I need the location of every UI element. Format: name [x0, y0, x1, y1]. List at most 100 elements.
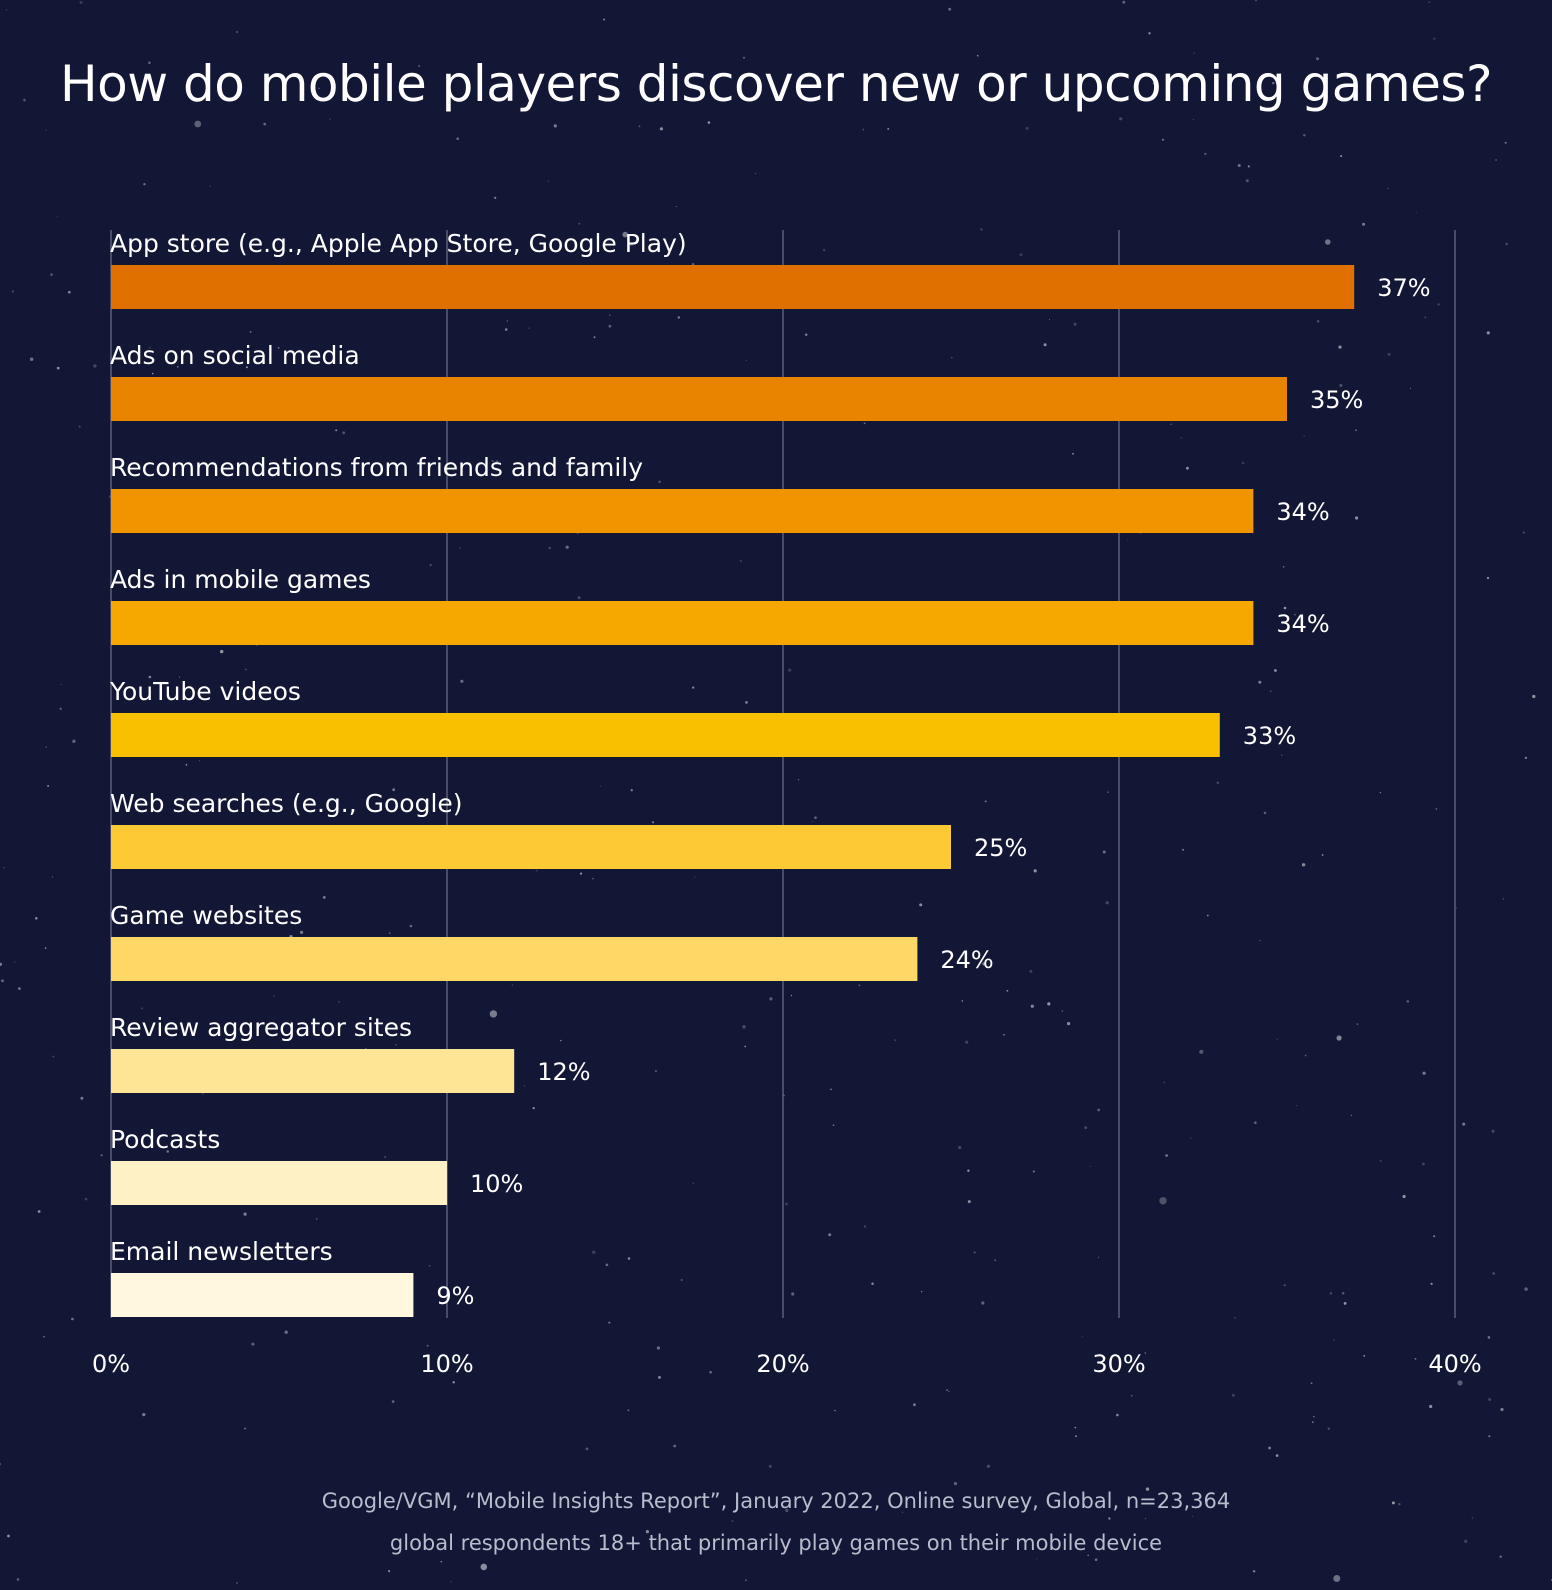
star	[179, 676, 181, 678]
star	[1206, 914, 1209, 917]
star	[273, 995, 275, 997]
star	[409, 924, 413, 928]
star	[1379, 791, 1382, 794]
star	[593, 336, 596, 339]
star	[30, 357, 34, 361]
star	[731, 1520, 734, 1523]
star	[1199, 1049, 1204, 1054]
star	[148, 346, 151, 349]
star	[50, 273, 53, 276]
star	[958, 1145, 962, 1150]
star	[677, 316, 680, 319]
star	[1089, 1165, 1091, 1168]
star	[52, 1055, 55, 1058]
star	[1159, 1197, 1167, 1205]
star	[277, 347, 280, 349]
star	[1047, 1002, 1051, 1006]
category-label: Ads in mobile games	[110, 565, 371, 594]
star	[1259, 939, 1261, 942]
star	[1524, 1287, 1528, 1291]
bar	[111, 377, 1287, 421]
star	[1522, 531, 1525, 534]
star	[220, 649, 224, 654]
star	[1316, 320, 1320, 323]
star	[316, 1218, 318, 1220]
star	[1025, 126, 1029, 130]
star	[921, 1291, 923, 1293]
star	[553, 124, 557, 128]
star	[1127, 540, 1128, 542]
star	[5, 9, 8, 11]
star	[1471, 1517, 1473, 1519]
star	[1144, 1352, 1147, 1354]
star	[871, 1282, 874, 1285]
star	[480, 1563, 488, 1571]
x-tick-label: 20%	[756, 1350, 809, 1378]
star	[547, 180, 550, 182]
value-label: 24%	[940, 946, 993, 974]
star	[1340, 155, 1343, 158]
star	[862, 128, 865, 131]
star	[342, 431, 346, 435]
star	[1192, 118, 1195, 121]
star	[1241, 461, 1245, 465]
star	[603, 18, 606, 21]
value-label: 34%	[1276, 610, 1329, 638]
star	[1321, 854, 1324, 856]
star	[1329, 1292, 1332, 1295]
star	[18, 987, 21, 990]
star	[249, 331, 252, 333]
star	[1180, 437, 1183, 439]
star	[1270, 690, 1272, 692]
star	[93, 364, 97, 368]
star	[609, 314, 611, 316]
star	[743, 56, 745, 59]
star	[585, 1447, 589, 1451]
star	[838, 1548, 841, 1551]
star	[948, 7, 952, 11]
star	[812, 821, 813, 823]
star	[84, 1197, 88, 1201]
source-line-1: Google/VGM, “Mobile Insights Report”, Ja…	[321, 1489, 1231, 1513]
star	[1304, 1054, 1307, 1057]
star	[986, 1464, 991, 1468]
category-label: Review aggregator sites	[110, 1013, 412, 1042]
star	[1457, 1380, 1463, 1386]
star	[599, 785, 602, 787]
star	[392, 788, 396, 792]
x-tick-label: 10%	[420, 1350, 473, 1378]
star	[1495, 159, 1498, 161]
star	[1029, 969, 1033, 973]
star	[1524, 756, 1527, 760]
star	[739, 559, 742, 563]
star	[60, 684, 62, 686]
star	[656, 1346, 661, 1350]
star	[579, 872, 583, 875]
star	[832, 1124, 835, 1126]
star	[984, 800, 987, 803]
star	[1119, 117, 1123, 121]
star	[742, 1025, 746, 1029]
star	[1455, 907, 1457, 909]
star	[535, 869, 538, 872]
category-label: App store (e.g., Apple App Store, Google…	[110, 229, 687, 258]
star	[1087, 1554, 1089, 1557]
value-label: 12%	[537, 1058, 590, 1086]
star	[1190, 1137, 1192, 1139]
star	[1424, 316, 1426, 318]
star	[1098, 1256, 1100, 1258]
star	[284, 1330, 288, 1334]
x-tick-label: 0%	[92, 1350, 130, 1378]
value-label: 35%	[1310, 386, 1363, 414]
star	[1268, 1446, 1271, 1450]
star	[658, 480, 661, 484]
star	[209, 185, 211, 187]
star	[1072, 452, 1074, 455]
star	[1170, 423, 1172, 426]
star	[951, 356, 953, 359]
star	[300, 930, 304, 935]
star	[919, 903, 923, 907]
star	[1504, 141, 1507, 144]
star	[1258, 680, 1262, 684]
